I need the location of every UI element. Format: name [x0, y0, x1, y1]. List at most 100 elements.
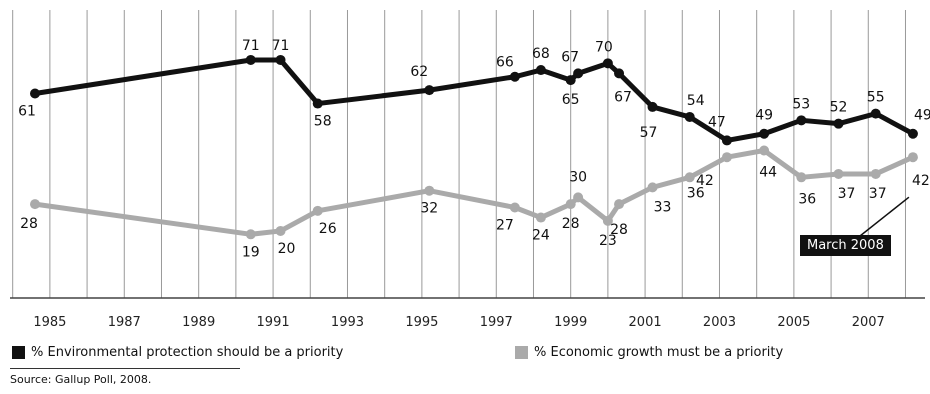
x-tick-label: 2003 — [703, 315, 736, 330]
data-label: 27 — [496, 217, 514, 233]
series-line-environment — [34, 57, 915, 143]
data-label: 36 — [687, 185, 705, 201]
data-point — [275, 225, 286, 236]
source-divider — [10, 368, 240, 369]
data-point — [602, 215, 613, 226]
x-tick-label: 1993 — [331, 315, 364, 330]
data-label: 65 — [562, 92, 580, 108]
annotation-pointer — [859, 196, 910, 237]
x-tick-label: 1989 — [182, 315, 215, 330]
data-label: 30 — [569, 169, 587, 185]
data-point — [30, 199, 40, 210]
data-label: 58 — [314, 114, 332, 130]
data-point — [759, 145, 770, 156]
data-label: 28 — [610, 222, 628, 238]
data-point — [424, 85, 435, 96]
data-point — [796, 172, 807, 183]
data-label: 23 — [599, 233, 617, 249]
march-2008-annotation: March 2008 — [800, 235, 891, 256]
data-label: 24 — [532, 228, 550, 244]
data-point — [759, 128, 770, 139]
data-label: 47 — [708, 114, 726, 130]
data-label: 67 — [561, 49, 579, 65]
data-label: 37 — [869, 186, 887, 202]
x-tick-label: 2007 — [852, 315, 885, 330]
data-point — [870, 168, 881, 179]
series-line-economy — [34, 147, 914, 237]
data-point — [573, 192, 584, 203]
data-point — [30, 88, 40, 99]
data-point — [565, 75, 576, 86]
x-tick-label: 1999 — [554, 315, 587, 330]
data-label: 42 — [912, 173, 930, 189]
data-label: 66 — [496, 55, 514, 71]
data-label: 68 — [532, 46, 550, 62]
data-label: 61 — [18, 103, 36, 119]
data-point — [535, 212, 546, 223]
legend-environment: % Environmental protection should be a p… — [12, 345, 343, 360]
data-point — [907, 128, 918, 139]
data-point — [647, 182, 658, 193]
data-label: 36 — [798, 191, 816, 207]
data-point — [573, 68, 584, 79]
data-point — [684, 172, 695, 183]
x-tick-label: 1987 — [108, 315, 141, 330]
x-tick-label: 1997 — [480, 315, 513, 330]
legend-label-economy: % Economic growth must be a priority — [534, 345, 784, 360]
data-label: 33 — [654, 199, 672, 215]
data-label: 20 — [278, 241, 296, 257]
data-point — [614, 199, 625, 210]
legend-label-environment: % Environmental protection should be a p… — [31, 345, 344, 360]
data-label: 49 — [755, 108, 773, 124]
data-label: 49 — [914, 108, 930, 124]
data-label: 19 — [242, 244, 260, 260]
data-label: 52 — [830, 100, 848, 116]
data-point — [647, 101, 658, 112]
data-label: 70 — [595, 39, 613, 55]
x-tick-label: 2001 — [629, 315, 662, 330]
legend-swatch-economy — [515, 346, 528, 359]
data-point — [424, 185, 435, 196]
data-point — [684, 111, 695, 122]
data-point — [509, 202, 520, 213]
data-label: 57 — [640, 125, 658, 141]
data-label: 42 — [696, 173, 714, 189]
data-point — [312, 98, 323, 109]
data-point — [721, 152, 732, 163]
data-label: 28 — [20, 216, 38, 232]
data-point — [245, 54, 256, 65]
data-label: 53 — [792, 96, 810, 112]
data-point — [833, 168, 844, 179]
x-tick-label: 1995 — [405, 315, 438, 330]
data-point — [796, 115, 807, 126]
data-point — [565, 199, 576, 210]
data-point — [721, 135, 732, 146]
data-label: 44 — [759, 164, 777, 180]
data-label: 62 — [410, 64, 428, 80]
data-point — [833, 118, 844, 129]
data-label: 37 — [838, 186, 856, 202]
legend-economy: % Economic growth must be a priority — [515, 345, 783, 360]
data-label: 54 — [687, 93, 705, 109]
data-label: 28 — [562, 216, 580, 232]
data-point — [614, 68, 625, 79]
x-tick-label: 1991 — [257, 315, 290, 330]
source-note: Source: Gallup Poll, 2008. — [10, 373, 152, 386]
data-point — [870, 108, 881, 119]
data-point — [509, 71, 520, 82]
data-point — [602, 58, 613, 69]
data-point — [535, 65, 546, 76]
data-point — [907, 152, 918, 163]
data-point — [245, 229, 256, 240]
x-tick-label: 2005 — [777, 315, 810, 330]
line-chart: 1985 1987 1989 1991 1993 1995 1997 1999 2001 2003… — [10, 10, 930, 330]
data-label: 26 — [319, 221, 337, 237]
data-label: 67 — [614, 89, 632, 105]
data-point — [312, 205, 323, 216]
data-point — [275, 54, 286, 65]
legend-swatch-environment — [12, 346, 25, 359]
data-label: 55 — [867, 90, 885, 106]
data-label: 32 — [420, 201, 438, 217]
data-label: 71 — [272, 38, 290, 54]
x-tick-label: 1985 — [33, 315, 66, 330]
